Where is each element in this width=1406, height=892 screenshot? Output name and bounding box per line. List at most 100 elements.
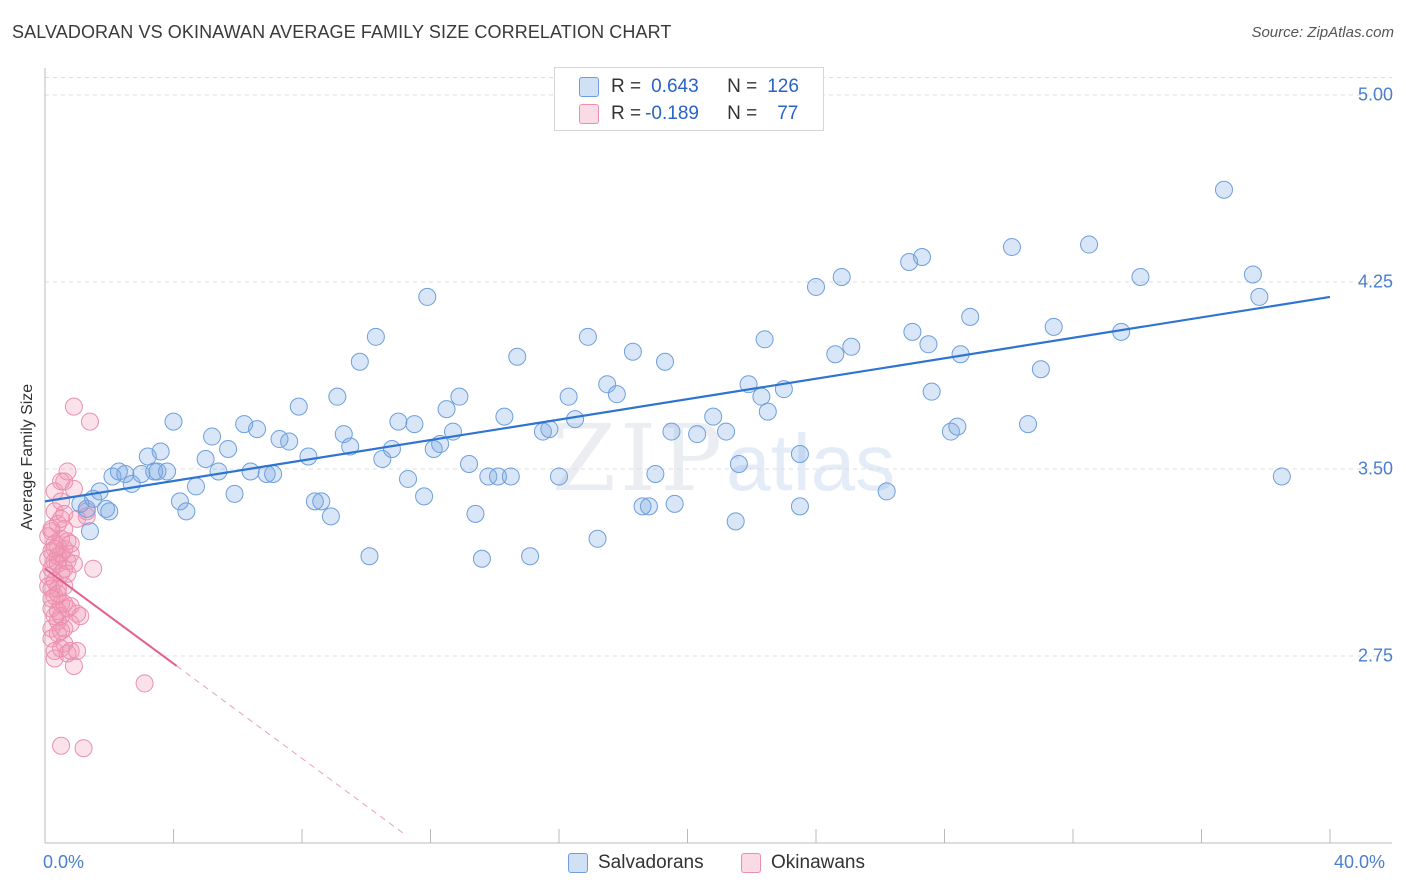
salvadoran-point xyxy=(790,445,809,464)
legend-row-salvadorans: R = 0.643 N = 126 xyxy=(579,75,799,99)
salvadoran-point xyxy=(341,437,360,456)
okinawans-points xyxy=(39,397,154,758)
okinawan-point xyxy=(52,736,71,755)
okinawan-point xyxy=(68,604,87,623)
salvadoran-point xyxy=(961,307,980,326)
salvadoran-point xyxy=(842,337,861,356)
salvadoran-point xyxy=(607,385,626,404)
salvadoran-point xyxy=(241,462,260,481)
legend-n-value: 77 xyxy=(777,103,799,124)
okinawan-point xyxy=(45,539,64,558)
salvadoran-point xyxy=(729,454,748,473)
watermark-atlas: atlas xyxy=(726,418,896,507)
salvadoran-point xyxy=(578,327,597,346)
okinawan-point xyxy=(42,519,61,538)
salvadoran-point xyxy=(80,522,99,541)
salvadoran-point xyxy=(913,248,932,267)
salvadoran-point xyxy=(588,529,607,548)
legend-item-okinawans[interactable]: Okinawans xyxy=(741,852,865,874)
salvadoran-point xyxy=(877,482,896,501)
salvadoran-point xyxy=(350,352,369,371)
salvadoran-point xyxy=(688,425,707,444)
salvadoran-point xyxy=(1002,238,1021,257)
salvadoran-point xyxy=(495,407,514,426)
okinawan-point xyxy=(135,674,154,693)
okinawan-point xyxy=(80,412,99,431)
okinawans-trend-line xyxy=(44,567,178,667)
salvadoran-point xyxy=(321,507,340,526)
okinawan-point xyxy=(64,554,83,573)
y-tick-label: 5.00 xyxy=(1357,84,1393,105)
salvadoran-point xyxy=(405,415,424,434)
salvadoran-point xyxy=(366,327,385,346)
legend-r-label: R = xyxy=(611,76,642,97)
salvadoran-point xyxy=(264,464,283,483)
salvadoran-point xyxy=(373,450,392,468)
legend-n-label: N = xyxy=(727,76,758,97)
salvadoran-point xyxy=(717,422,736,441)
okinawan-point xyxy=(61,614,80,633)
salvadoran-point xyxy=(97,499,116,518)
legend-item-label: Okinawans xyxy=(771,852,865,873)
legend-swatch-blue xyxy=(579,77,599,97)
salvadorans-trend-line xyxy=(44,295,1331,503)
legend-r-label: R = xyxy=(611,103,642,124)
salvadoran-point xyxy=(1019,415,1038,434)
salvadoran-point xyxy=(665,494,684,513)
salvadoran-point xyxy=(479,467,498,486)
okinawans-trend-extension xyxy=(176,665,406,835)
salvadoran-point xyxy=(77,499,96,518)
salvadoran-point xyxy=(170,492,189,511)
salvadoran-point xyxy=(948,417,967,436)
salvadoran-point xyxy=(225,484,244,503)
salvadoran-point xyxy=(289,397,308,416)
okinawan-point xyxy=(61,642,80,660)
source-credit: Source: ZipAtlas.com xyxy=(1251,24,1394,41)
salvadorans-points xyxy=(71,180,1291,568)
salvadoran-point xyxy=(196,450,215,468)
salvadoran-point xyxy=(203,427,222,446)
salvadoran-point xyxy=(472,549,491,568)
salvadoran-point xyxy=(656,352,675,371)
correlation-legend: R = 0.643 N = 126 R = -0.189 N = 77 xyxy=(554,67,824,131)
salvadoran-point xyxy=(623,342,642,361)
salvadoran-point xyxy=(646,464,665,483)
legend-row-okinawans: R = -0.189 N = 77 xyxy=(579,102,798,126)
x-tick-label-min: 0.0% xyxy=(43,852,85,872)
salvadoran-point xyxy=(790,497,809,516)
salvadoran-point xyxy=(508,347,527,366)
gridlines xyxy=(45,76,1392,657)
salvadoran-point xyxy=(758,402,777,421)
salvadoran-point xyxy=(755,330,774,349)
salvadoran-point xyxy=(559,387,578,406)
salvadoran-point xyxy=(1243,265,1262,284)
salvadoran-point xyxy=(415,487,434,506)
salvadoran-point xyxy=(1250,287,1269,306)
salvadoran-point xyxy=(662,422,681,441)
okinawan-point xyxy=(55,472,74,491)
okinawan-point xyxy=(61,544,80,563)
salvadoran-point xyxy=(1044,317,1063,336)
salvadoran-point xyxy=(1272,467,1291,486)
salvadoran-point xyxy=(177,502,196,521)
legend-item-salvadorans[interactable]: Salvadorans xyxy=(568,852,704,874)
salvadoran-point xyxy=(418,287,437,306)
salvadoran-point xyxy=(521,547,540,566)
salvadoran-point xyxy=(598,375,617,394)
salvadoran-point xyxy=(903,322,922,341)
salvadoran-point xyxy=(158,462,177,481)
okinawan-point xyxy=(58,462,77,481)
salvadoran-point xyxy=(382,440,401,459)
salvadoran-point xyxy=(148,462,167,481)
okinawan-point xyxy=(42,589,61,608)
legend-swatch-pink xyxy=(741,853,761,873)
salvadoran-point xyxy=(550,467,568,486)
salvadoran-point xyxy=(826,345,845,364)
okinawan-point xyxy=(64,656,83,675)
salvadoran-point xyxy=(466,504,485,523)
legend-r-value: -0.189 xyxy=(645,103,699,124)
x-tick-label-max: 40.0% xyxy=(1334,852,1386,872)
salvadoran-point xyxy=(360,547,379,566)
legend-swatch-pink xyxy=(579,104,599,124)
okinawan-point xyxy=(52,622,71,641)
